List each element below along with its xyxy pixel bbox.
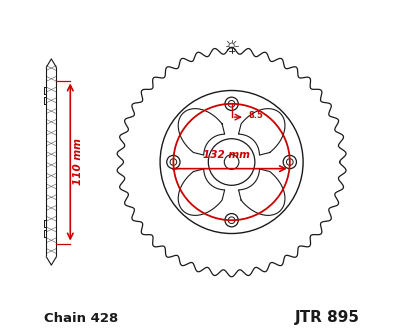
Polygon shape [46, 257, 56, 265]
Text: 132 mm: 132 mm [203, 150, 250, 160]
Circle shape [286, 159, 293, 165]
Text: Chain 428: Chain 428 [44, 312, 118, 325]
Circle shape [228, 101, 235, 107]
Circle shape [167, 155, 180, 169]
Circle shape [283, 155, 296, 169]
Polygon shape [238, 109, 285, 155]
Circle shape [224, 155, 239, 169]
Polygon shape [46, 59, 56, 67]
Circle shape [225, 213, 238, 227]
Polygon shape [178, 169, 225, 215]
Text: 8.5: 8.5 [249, 111, 264, 120]
Text: JTR 895: JTR 895 [295, 310, 360, 325]
Text: 110 mm: 110 mm [73, 139, 83, 185]
Circle shape [228, 217, 235, 223]
Polygon shape [238, 169, 285, 215]
Polygon shape [46, 67, 56, 257]
Circle shape [170, 159, 177, 165]
Circle shape [225, 97, 238, 111]
Polygon shape [178, 109, 225, 155]
Circle shape [208, 139, 255, 185]
Polygon shape [117, 47, 346, 277]
Circle shape [160, 91, 303, 233]
